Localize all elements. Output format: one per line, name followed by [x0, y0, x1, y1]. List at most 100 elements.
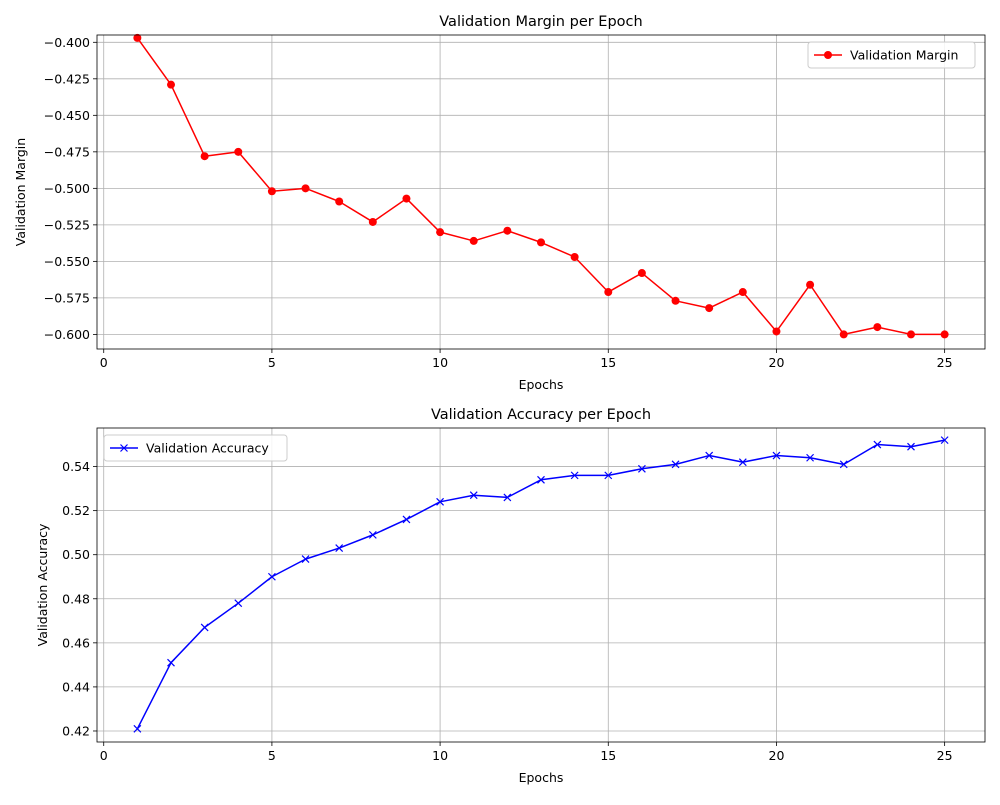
- marker-stroke: [402, 515, 411, 524]
- data-point: [469, 236, 478, 245]
- data-point: [806, 280, 815, 289]
- data-point: [671, 296, 680, 305]
- data-point: [604, 471, 613, 480]
- subplot-1: 0 5 10 15 20 25 −0.600 −0.575 −0.550 −0.525 −0.500…: [13, 14, 986, 392]
- data-point: [873, 440, 882, 449]
- data-point: [234, 147, 243, 156]
- x-tick-label: 5: [268, 355, 276, 370]
- y-tick-label: 0.52: [62, 503, 90, 518]
- x-tick-label: 0: [100, 748, 108, 763]
- data-point: [839, 330, 848, 339]
- marker-stroke: [436, 497, 445, 506]
- y-tick-label: 0.48: [62, 591, 90, 606]
- x-tick-label: 10: [432, 748, 448, 763]
- x-tick-label: 5: [268, 748, 276, 763]
- marker-stroke: [267, 572, 276, 581]
- legend-label: Validation Accuracy: [146, 441, 269, 456]
- data-point: [671, 460, 680, 469]
- legend-box: [103, 434, 288, 462]
- data-point: [402, 194, 411, 203]
- x-tick-label: 0: [100, 355, 108, 370]
- marker-stroke: [200, 623, 209, 632]
- data-point: [907, 330, 915, 339]
- y-tick-label: −0.425: [44, 71, 90, 86]
- marker-stroke: [301, 555, 310, 564]
- marker-stroke: [806, 453, 815, 462]
- y-tick-label: −0.500: [44, 181, 90, 196]
- marker-stroke: [234, 599, 243, 608]
- x-tick-label: 15: [600, 748, 616, 763]
- data-point: [368, 217, 377, 226]
- y-tick-label: 0.46: [62, 635, 90, 650]
- x-axis-label: Epochs: [519, 377, 564, 392]
- marker-stroke: [705, 451, 714, 460]
- series-line: [136, 439, 945, 730]
- data-point: [133, 724, 142, 733]
- marker-stroke: [839, 460, 848, 469]
- data-point: [570, 252, 579, 261]
- data-point: [772, 327, 781, 336]
- data-point: [436, 497, 445, 506]
- marker-stroke: [604, 471, 613, 480]
- x-tick-label: 20: [769, 355, 785, 370]
- x-tick-label: 10: [432, 355, 448, 370]
- data-point: [200, 623, 209, 632]
- data-point: [469, 491, 478, 500]
- data-point: [537, 238, 545, 247]
- marker-stroke: [469, 491, 478, 500]
- legend: Validation Accuracy: [103, 434, 288, 462]
- data-point: [806, 453, 815, 462]
- data-point: [267, 572, 276, 581]
- x-tick-label: 20: [769, 748, 785, 763]
- data-point: [839, 460, 848, 469]
- data-point: [335, 197, 344, 206]
- x-tick-label: 25: [937, 748, 953, 763]
- data-point: [537, 475, 545, 484]
- marker-stroke: [738, 458, 747, 467]
- axes-frame: [96, 34, 986, 350]
- marker-stroke: [873, 440, 882, 449]
- chart-title: Validation Accuracy per Epoch: [431, 407, 651, 423]
- data-point: [705, 451, 714, 460]
- y-tick-label: −0.400: [44, 35, 90, 50]
- y-axis-label: Validation Margin: [13, 138, 28, 246]
- data-point: [570, 471, 579, 480]
- marker-stroke: [133, 724, 142, 733]
- data-point: [940, 330, 949, 339]
- marker-stroke: [368, 530, 377, 539]
- data-point: [133, 33, 142, 42]
- data-point: [436, 228, 445, 237]
- marker-stroke: [167, 658, 175, 667]
- marker-stroke: [570, 471, 579, 480]
- x-axis-label: Epochs: [519, 770, 564, 785]
- data-point: [873, 323, 882, 332]
- y-tick-label: 0.44: [62, 679, 90, 694]
- data-point: [167, 80, 175, 89]
- marker-stroke: [537, 475, 545, 484]
- y-tick-label: −0.475: [44, 144, 90, 159]
- data-point: [503, 226, 512, 235]
- y-tick-label: −0.450: [44, 108, 90, 123]
- legend-box: [807, 41, 976, 69]
- data-point: [267, 187, 276, 196]
- data-point: [772, 451, 781, 460]
- data-point: [907, 442, 915, 451]
- legend: Validation Margin: [807, 41, 976, 69]
- axes-frame: [96, 427, 986, 743]
- data-point: [637, 464, 646, 473]
- data-point: [301, 184, 310, 193]
- data-point: [234, 599, 243, 608]
- marker-stroke: [907, 442, 915, 451]
- y-tick-label: −0.525: [44, 217, 90, 232]
- data-point: [368, 530, 377, 539]
- data-point: [167, 658, 175, 667]
- y-axis-label: Validation Accuracy: [35, 523, 50, 646]
- data-point: [738, 458, 747, 467]
- marker-stroke: [503, 493, 512, 502]
- marker-stroke: [940, 436, 949, 445]
- y-tick-label: −0.575: [44, 290, 90, 305]
- marker-stroke: [335, 544, 344, 553]
- y-tick-label: 0.50: [62, 547, 90, 562]
- data-point: [335, 544, 344, 553]
